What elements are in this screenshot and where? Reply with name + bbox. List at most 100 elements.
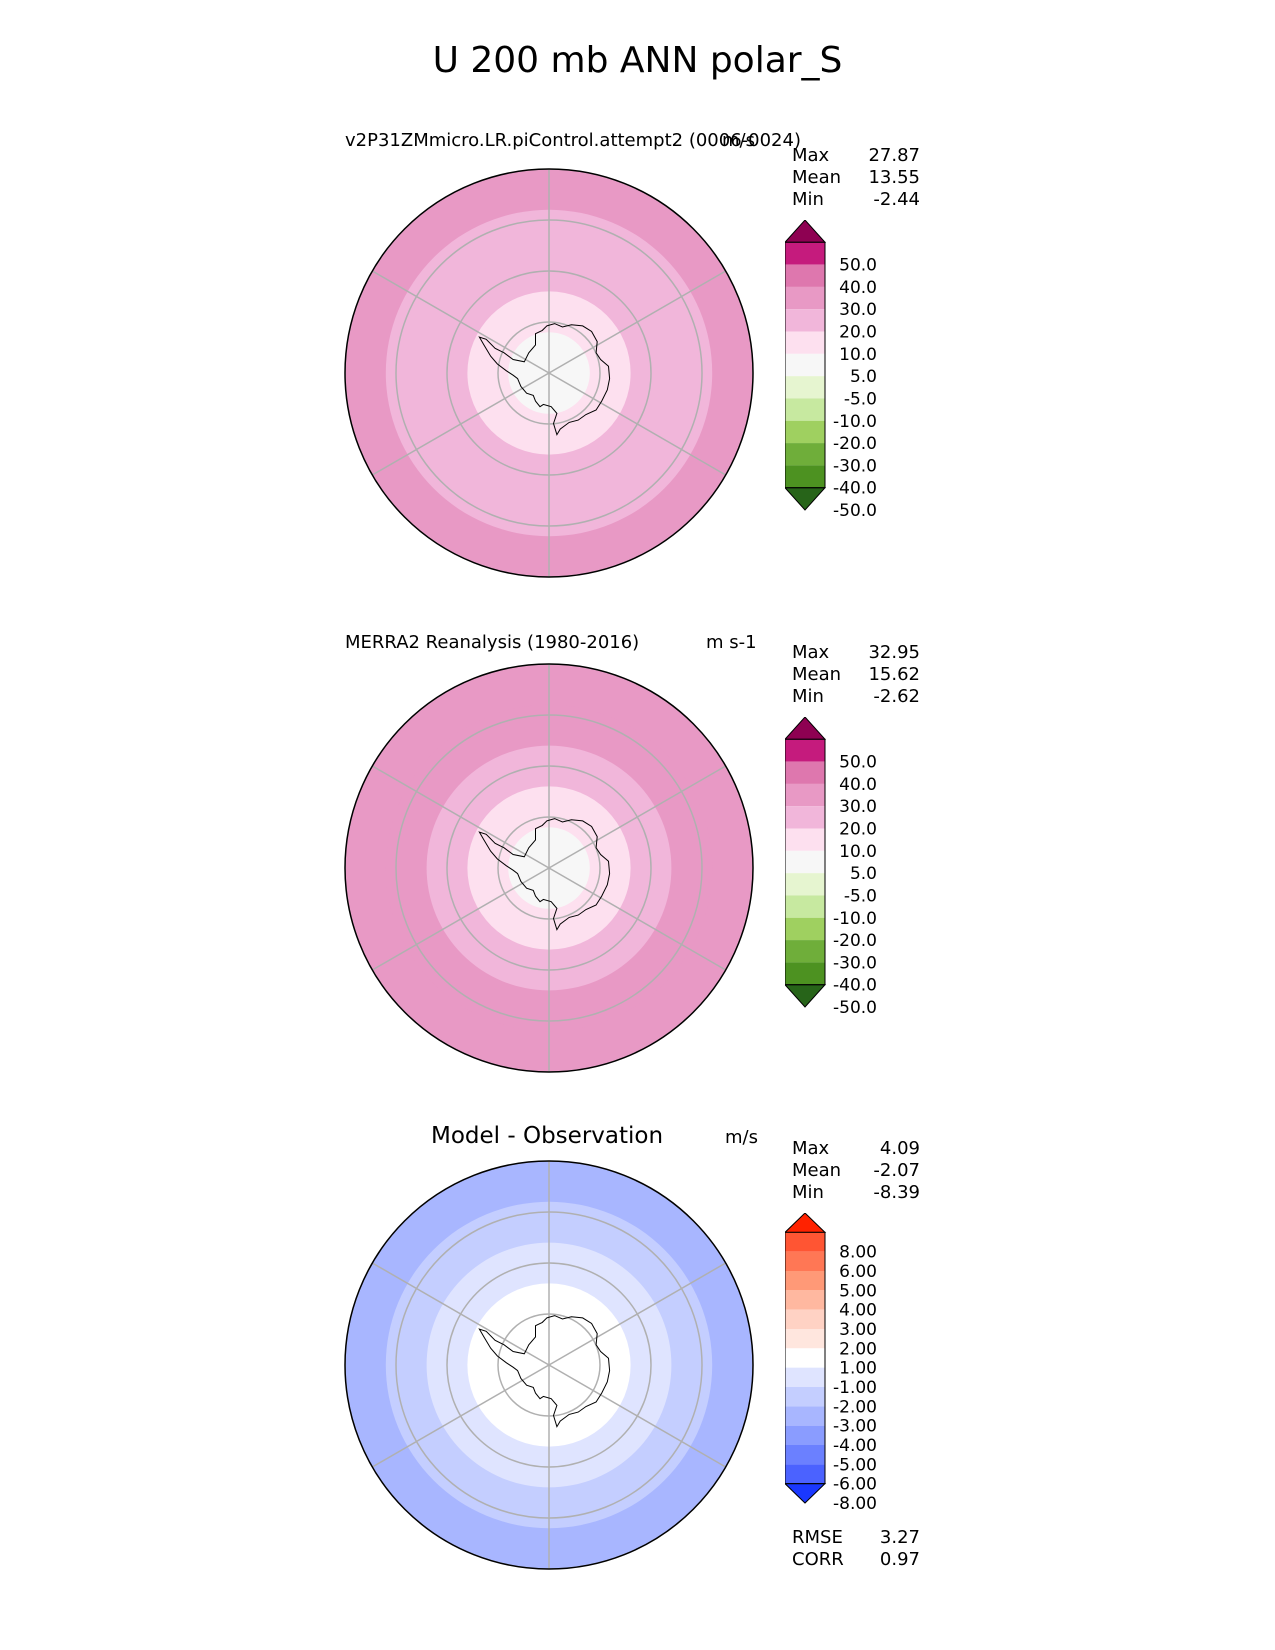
colorbar-frame	[785, 241, 826, 489]
stat-max-value: 27.87	[868, 145, 920, 166]
colorbar-tick-label: 40.0	[839, 775, 877, 795]
error-stats: RMSE 3.27 CORR 0.97	[792, 1527, 920, 1571]
colorbar-segment	[785, 850, 825, 874]
figure-title: U 200 mb ANN polar_S	[432, 40, 843, 81]
colorbar-segment	[785, 443, 825, 466]
stat-max-value: 4.09	[879, 1138, 920, 1159]
meridian-gridline	[548, 765, 727, 869]
colorbar-segment	[785, 1290, 825, 1310]
colorbar-segment	[785, 783, 825, 807]
colorbar-tick-label: -1.00	[833, 1378, 877, 1398]
corr-label: CORR	[792, 1549, 844, 1570]
map-boundary	[344, 1160, 754, 1570]
colorbar-tick-label: -3.00	[833, 1417, 877, 1437]
stat-mean-label: Mean	[792, 664, 842, 685]
colorbar-tick-label: -5.00	[833, 1455, 877, 1475]
colorbar-extension-bottom	[785, 984, 827, 1008]
corr-value: 0.97	[879, 1549, 920, 1570]
colorbar-tick-label: 5.0	[850, 367, 877, 387]
colorbar-tick-label: 2.00	[839, 1339, 877, 1359]
colorbar-tick-label: 30.0	[839, 300, 877, 320]
colorbar-tick-label: -40.0	[833, 479, 877, 499]
antarctica-coastline	[478, 818, 611, 931]
stat-max-value: 32.95	[868, 642, 920, 663]
colorbar-segment	[785, 917, 825, 941]
colorbar-tick-label: -20.0	[833, 931, 877, 951]
colorbar-tick-label: 40.0	[839, 278, 877, 298]
colorbar-segment	[785, 962, 825, 985]
colorbar-segment	[785, 1348, 825, 1368]
stat-min-label: Min	[792, 686, 824, 707]
meridian-gridline	[371, 765, 550, 869]
colorbar-segment	[785, 376, 825, 399]
colorbar-segment	[785, 264, 825, 287]
colorbar-segment	[785, 873, 825, 896]
meridian-gridline	[548, 1262, 727, 1366]
colorbar-tick-label: 3.00	[839, 1320, 877, 1340]
panel-units: m s-1	[706, 632, 757, 653]
colorbar-extension-bottom	[785, 1483, 827, 1504]
panel-model: v2P31ZMmicro.LR.piControl.attempt2 (0006…	[0, 130, 1275, 620]
colorbar-extension-top	[785, 1213, 827, 1233]
colorbar-segment	[785, 739, 825, 762]
colorbar-tick-label: -4.00	[833, 1436, 877, 1456]
colorbar-tick-label: 10.0	[839, 345, 877, 365]
colorbar-frame	[785, 1231, 826, 1485]
meridian-gridline	[548, 1364, 727, 1468]
stat-min-label: Min	[792, 189, 824, 210]
colorbar-tick-label: -6.00	[833, 1475, 877, 1495]
colorbar-tick-label: -5.0	[844, 389, 877, 409]
stat-min-value: -2.62	[873, 686, 920, 707]
colorbar-segment	[785, 761, 825, 784]
panel-title: MERRA2 Reanalysis (1980-2016)	[345, 632, 640, 653]
stat-min-label: Min	[792, 1182, 824, 1203]
stat-mean-label: Mean	[792, 167, 842, 188]
colorbar-tick-label: 50.0	[839, 753, 877, 773]
stats-box: Max 4.09 Mean -2.07 Min -8.39	[792, 1138, 920, 1204]
colorbar-segment	[785, 353, 825, 377]
polar-map	[344, 1160, 754, 1570]
map-boundary	[344, 168, 754, 578]
colorbar-segment	[785, 1464, 825, 1484]
rmse-value: 3.27	[879, 1527, 920, 1548]
meridian-gridline	[548, 270, 727, 374]
meridian-gridline	[371, 1262, 550, 1366]
stat-max-label: Max	[792, 1138, 830, 1159]
stats-box: Max 27.87 Mean 13.55 Min -2.44	[792, 145, 920, 211]
colorbar-segment	[785, 309, 825, 332]
colorbar-segment	[785, 1309, 825, 1329]
colorbar-tick-label: 30.0	[839, 797, 877, 817]
colorbar-segment	[785, 465, 825, 488]
colorbar-segment	[785, 420, 825, 444]
stat-min-value: -2.44	[873, 189, 920, 210]
colorbar: 8.006.005.004.003.002.001.00-1.00-2.00-3…	[785, 1213, 877, 1513]
colorbar-tick-label: 6.00	[839, 1262, 877, 1282]
colorbar-tick-label: 5.00	[839, 1281, 877, 1301]
colorbar-extension-top	[785, 717, 827, 740]
panel-units: m/s	[722, 130, 755, 151]
panel-title: v2P31ZMmicro.LR.piControl.attempt2 (0006…	[345, 130, 801, 151]
stats-box: Max 32.95 Mean 15.62 Min -2.62	[792, 642, 920, 708]
colorbar-tick-label: -10.0	[833, 412, 877, 432]
polar-map	[344, 663, 754, 1073]
colorbar-segment	[785, 940, 825, 963]
panel-units: m/s	[725, 1127, 758, 1148]
colorbar-segment	[785, 806, 825, 829]
colorbar-tick-label: -50.0	[833, 501, 877, 520]
colorbar-tick-label: 5.0	[850, 864, 877, 884]
meridian-gridline	[371, 867, 550, 971]
polar-map	[344, 168, 754, 578]
rmse-label: RMSE	[792, 1527, 843, 1548]
colorbar-tick-label: -30.0	[833, 456, 877, 476]
stat-mean-value: 15.62	[868, 664, 920, 685]
colorbar-tick-label: 50.0	[839, 256, 877, 276]
panel-reference: MERRA2 Reanalysis (1980-2016) m s-1 Max 3…	[0, 627, 1275, 1117]
colorbar-tick-label: -40.0	[833, 976, 877, 996]
colorbar-tick-label: -8.00	[833, 1494, 877, 1513]
colorbar-tick-label: -50.0	[833, 998, 877, 1017]
colorbar-extension-bottom	[785, 487, 827, 511]
colorbar-segment	[785, 1271, 825, 1291]
colorbar-segment	[785, 286, 825, 310]
stat-min-value: -8.39	[873, 1182, 920, 1203]
stat-mean-label: Mean	[792, 1160, 842, 1181]
